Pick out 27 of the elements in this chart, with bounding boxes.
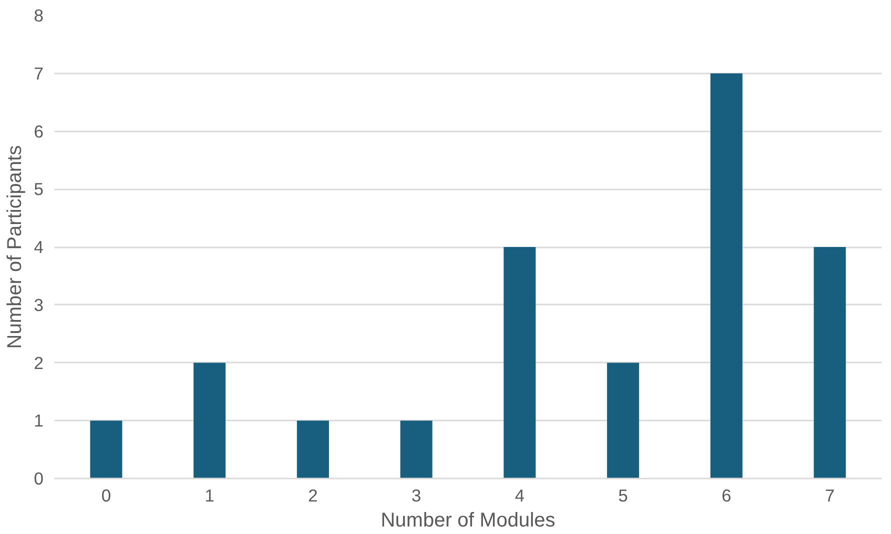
bar [710, 73, 742, 478]
x-tick-label: 6 [722, 486, 732, 506]
y-tick-label: 5 [34, 179, 44, 200]
y-tick-label: 1 [34, 410, 44, 431]
x-tick-label: 7 [824, 486, 835, 506]
y-tick-label: 4 [34, 237, 44, 257]
bar [400, 420, 432, 478]
x-tick-label: 2 [308, 486, 318, 506]
bar [814, 247, 846, 478]
y-tick-label: 8 [34, 6, 44, 26]
x-axis-title: Number of Modules [380, 510, 556, 532]
x-tick-label: 0 [101, 486, 112, 506]
x-tick-label: 5 [618, 486, 628, 506]
y-tick-label: 0 [34, 468, 44, 488]
bar [296, 420, 329, 478]
y-tick-label: 3 [34, 294, 44, 315]
y-tick-label: 7 [34, 63, 44, 84]
y-tick-label: 6 [34, 121, 44, 142]
bar [607, 362, 640, 478]
y-axis-title: Number of Participants [4, 145, 26, 349]
x-tick-label: 1 [204, 486, 214, 506]
y-tick-label: 2 [34, 352, 44, 373]
x-tick-label: 3 [411, 486, 422, 506]
bar [194, 362, 226, 478]
bar [504, 247, 536, 478]
x-tick-label: 4 [514, 486, 525, 506]
bar [90, 420, 122, 478]
